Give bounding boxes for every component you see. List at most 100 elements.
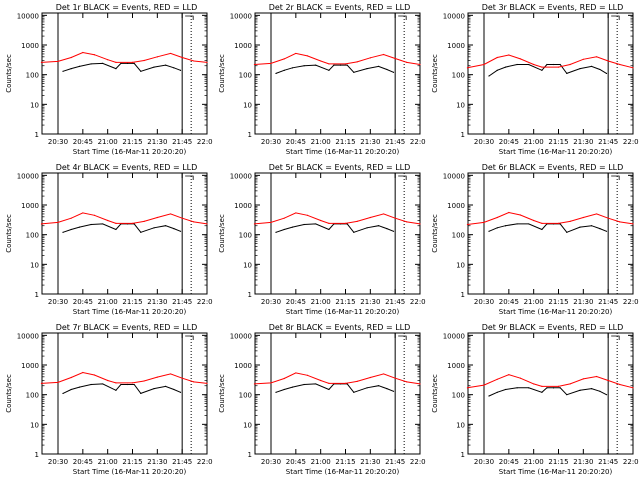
x-tick-label: 21:30: [573, 138, 593, 146]
data-point-events: [315, 223, 317, 225]
y-tick-label: 10000: [17, 12, 39, 20]
data-point-lld: [320, 219, 322, 222]
x-tick-label: 22:00: [197, 458, 213, 466]
y-tick-label: 10000: [443, 172, 465, 180]
data-point-lld: [270, 221, 272, 223]
data-point-events: [173, 388, 175, 391]
data-point-lld: [406, 61, 408, 63]
data-point-lld: [619, 221, 621, 223]
data-point-events: [283, 388, 285, 391]
data-point-lld: [607, 60, 609, 62]
data-point-lld: [344, 63, 347, 65]
x-tick-label: 21:15: [335, 138, 355, 146]
data-point-lld: [519, 214, 522, 216]
data-point-lld: [632, 387, 634, 389]
y-tick-label: 100: [452, 72, 465, 80]
data-point-lld: [193, 221, 195, 223]
data-point-lld: [169, 373, 172, 375]
x-tick-label: 22:00: [623, 458, 639, 466]
data-point-lld: [569, 383, 571, 385]
y-tick-label: 1: [35, 131, 39, 139]
data-point-events: [133, 383, 135, 386]
x-tick-label: 20:45: [499, 138, 519, 146]
x-tick-label: 20:30: [261, 458, 281, 466]
data-point-lld: [557, 66, 560, 68]
data-point-events: [516, 223, 518, 225]
data-point-events: [315, 383, 317, 385]
data-point-lld: [57, 381, 59, 383]
data-point-events: [333, 64, 335, 66]
data-point-lld: [356, 220, 358, 223]
x-tick-label: 21:00: [98, 458, 118, 466]
x-tick-label: 21:15: [335, 458, 355, 466]
series-line-lld: [41, 371, 208, 384]
series-line-events: [488, 387, 607, 397]
data-point-events: [62, 231, 64, 233]
data-point-events: [90, 223, 92, 226]
x-tick-label: 21:00: [311, 298, 331, 306]
y-tick-label: 1000: [234, 202, 252, 210]
x-tick-label: 22:00: [197, 298, 213, 306]
data-point-lld: [253, 63, 256, 66]
panel-det-4r: Det 4r BLACK = Events, RED = LLD Counts/s…: [5, 163, 213, 316]
data-point-events: [546, 387, 548, 389]
data-point-events: [386, 228, 388, 230]
data-point-events: [579, 68, 581, 70]
x-tick-label: 20:45: [73, 138, 93, 146]
x-tick-label: 22:00: [410, 298, 426, 306]
x-tick-label: 22:00: [410, 138, 426, 146]
y-tick-label: 10000: [443, 332, 465, 340]
x-tick-label: 20:45: [286, 458, 306, 466]
x-tick-label: 22:00: [197, 138, 213, 146]
data-point-lld: [496, 216, 498, 219]
data-point-lld: [70, 376, 72, 379]
x-tick-label: 21:00: [524, 458, 544, 466]
data-point-lld: [419, 223, 421, 225]
data-point-lld: [306, 214, 309, 216]
x-tick-label: 21:00: [524, 298, 544, 306]
data-point-lld: [70, 56, 72, 59]
y-tick-label: 100: [239, 232, 252, 240]
data-point-lld: [382, 373, 385, 375]
x-tick-label: 20:45: [499, 298, 519, 306]
x-tick-label: 22:00: [623, 138, 639, 146]
x-tick-label: 20:30: [48, 298, 68, 306]
data-point-lld: [93, 54, 96, 56]
x-tick-label: 20:30: [261, 138, 281, 146]
y-tick-label: 1000: [447, 202, 465, 210]
data-point-events: [353, 231, 355, 233]
data-point-lld: [169, 213, 172, 215]
data-point-lld: [356, 61, 358, 63]
panel-det-1r: Det 1r BLACK = Events, RED = LLD Counts/s…: [5, 3, 213, 156]
series-line-events: [275, 383, 394, 393]
data-point-events: [303, 223, 305, 226]
data-point-lld: [328, 222, 330, 224]
data-point-lld: [295, 372, 297, 374]
data-point-events: [275, 391, 277, 393]
data-point-lld: [295, 212, 297, 214]
data-point-lld: [557, 222, 560, 224]
data-point-events: [566, 72, 568, 75]
y-tick-label: 10000: [230, 172, 252, 180]
data-point-events: [90, 63, 92, 65]
data-point-lld: [394, 57, 396, 60]
data-point-lld: [582, 378, 584, 380]
data-point-events: [133, 62, 135, 64]
data-point-events: [591, 388, 593, 390]
series-line-events: [62, 383, 181, 394]
x-tick-label: 21:45: [385, 298, 405, 306]
data-point-events: [291, 67, 294, 69]
y-tick-label: 100: [26, 392, 39, 400]
data-point-events: [102, 223, 104, 225]
x-axis-label: Start Time (16-Mar-11 20:20:20): [499, 308, 613, 316]
data-point-events: [566, 231, 568, 233]
data-point-events: [70, 68, 72, 70]
x-tick-label: 21:15: [122, 298, 142, 306]
data-point-lld: [632, 223, 634, 225]
data-point-lld: [406, 381, 408, 383]
y-tick-label: 1: [461, 291, 465, 299]
panel-det-8r: Det 8r BLACK = Events, RED = LLD Counts/s…: [218, 323, 426, 476]
data-point-lld: [253, 223, 256, 225]
plot-frame: [467, 332, 634, 455]
series-line-events: [275, 223, 394, 233]
